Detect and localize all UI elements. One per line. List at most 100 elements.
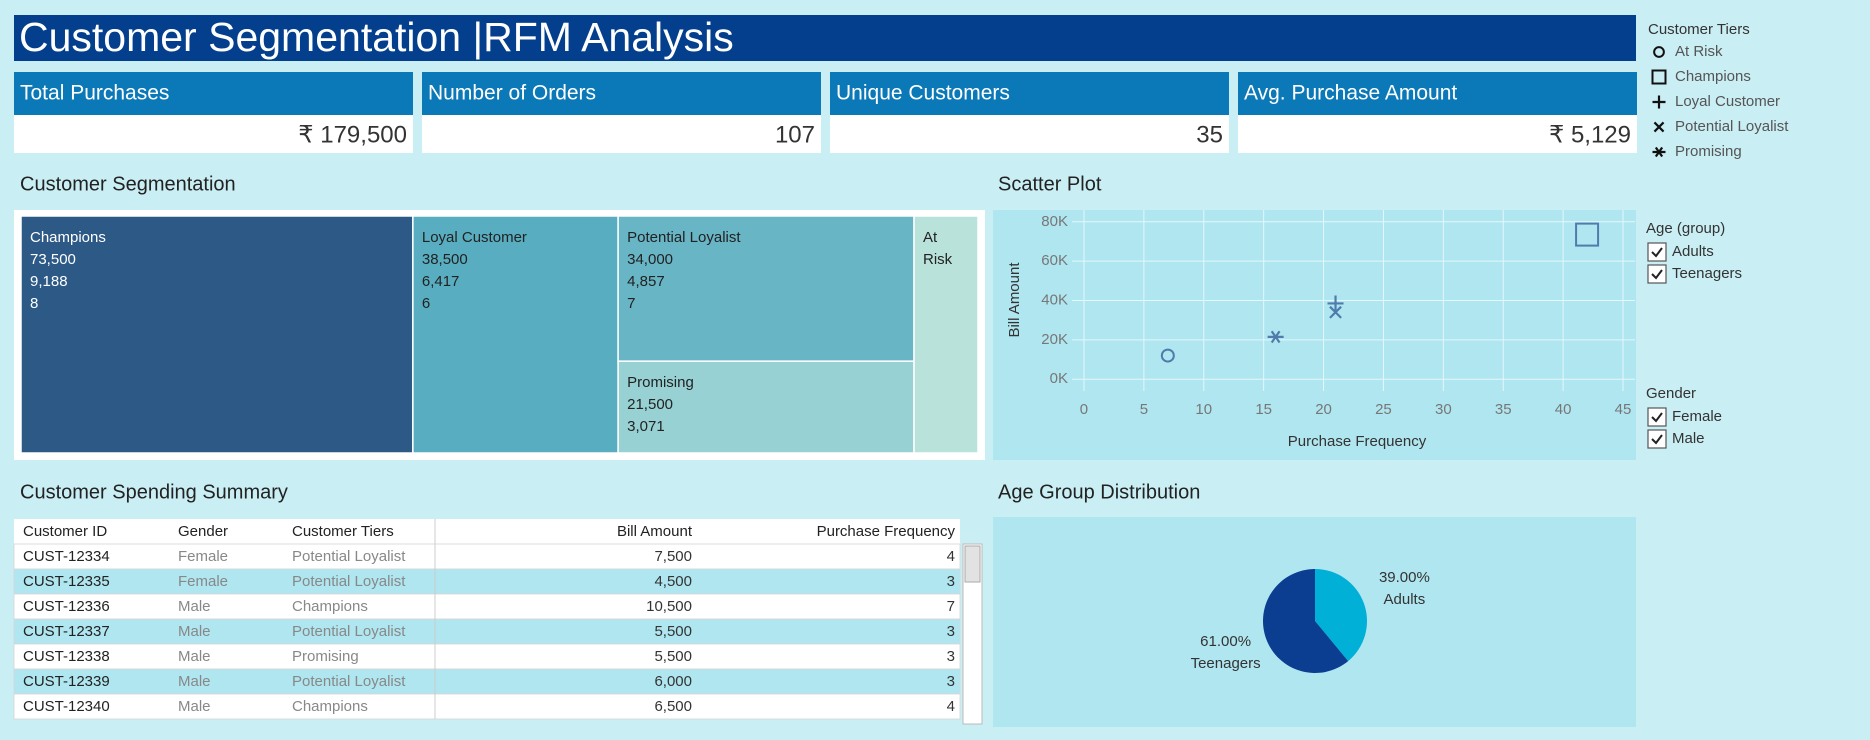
table-cell: 3	[947, 573, 955, 590]
table-cell: Champions	[292, 698, 368, 715]
dashboard-title: Customer Segmentation |RFM Analysis	[19, 14, 734, 60]
pie-slice	[1315, 569, 1367, 662]
x-tick-label: 10	[1195, 401, 1212, 418]
legend-symbol	[1652, 146, 1666, 158]
table-cell: 3	[947, 623, 955, 640]
kpi-title: Total Purchases	[20, 82, 169, 105]
table-header: Purchase Frequency	[817, 523, 956, 540]
table-cell: 5,500	[654, 648, 692, 665]
pie-value-label: 39.00%	[1379, 569, 1430, 586]
x-tick-label: 15	[1255, 401, 1272, 418]
tile-avg-labels: 4,857	[627, 273, 665, 290]
table-cell: Female	[178, 573, 228, 590]
tile-avg-labels: 9,188	[30, 273, 68, 290]
table-cell: Male	[178, 598, 211, 615]
table-cell: Male	[178, 648, 211, 665]
chart-title: Scatter Plot	[998, 173, 1102, 195]
kpi-box	[14, 115, 413, 153]
tile-label: Loyal Customer	[422, 229, 527, 246]
tile-value-labels: 21,500	[627, 396, 673, 413]
table-cell: 3	[947, 673, 955, 690]
table-cell: 3	[947, 648, 955, 665]
table-cell: CUST-12334	[23, 548, 110, 565]
table-cell: Potential Loyalist	[292, 548, 406, 565]
table-cell: 6,500	[654, 698, 692, 715]
checkmark	[1651, 247, 1663, 258]
x-tick-label: 35	[1495, 401, 1512, 418]
legend-label: Potential Loyalist	[1675, 118, 1789, 135]
scrollbar[interactable]	[962, 543, 983, 725]
filter-checkbox[interactable]	[1647, 429, 1667, 449]
x-tick-label: 20	[1315, 401, 1332, 418]
marker	[1160, 348, 1175, 363]
tile-label: Champions	[30, 229, 106, 246]
tile-count-labels: 7	[627, 295, 635, 312]
table-cell: CUST-12340	[23, 698, 110, 715]
filter-option[interactable]: Female	[1672, 408, 1722, 425]
kpi-value: ₹ 179,500	[298, 121, 407, 148]
table-cell: 6,000	[654, 673, 692, 690]
marker	[1327, 295, 1344, 312]
table-row	[13, 543, 961, 570]
table-title: Customer Spending Summary	[20, 481, 288, 503]
filter-option[interactable]: Male	[1672, 430, 1705, 447]
tile-value-labels: 73,500	[30, 251, 76, 268]
tile-count-labels: 8	[30, 295, 38, 312]
table-cell: CUST-12337	[23, 623, 110, 640]
table-header: Customer ID	[23, 523, 107, 540]
table-row	[13, 568, 961, 595]
kpi-box	[830, 115, 1229, 153]
legend-label: At Risk	[1675, 43, 1723, 60]
filter-checkbox[interactable]	[1647, 407, 1667, 427]
kpi-value: 107	[775, 121, 815, 148]
legend-label: Promising	[1675, 143, 1742, 160]
table-cell: CUST-12339	[23, 673, 110, 690]
filter-option[interactable]: Teenagers	[1672, 265, 1742, 282]
table-row	[13, 593, 961, 620]
filter-option[interactable]: Adults	[1672, 243, 1714, 260]
x-tick-label: 30	[1435, 401, 1452, 418]
table-cell: Male	[178, 623, 211, 640]
filter-checkbox[interactable]	[1647, 264, 1667, 284]
chart-title: Age Group Distribution	[998, 481, 1200, 503]
pie-category-label: Teenagers	[1191, 655, 1261, 672]
table-cell: 10,500	[646, 598, 692, 615]
legend-symbol	[1652, 95, 1666, 109]
kpi-box	[1238, 115, 1637, 153]
legend-title: Customer Tiers	[1648, 21, 1750, 38]
kpi-header	[422, 72, 821, 115]
table-cell: 7	[947, 598, 955, 615]
chart-title: Customer Segmentation	[20, 173, 236, 195]
marker	[1329, 305, 1342, 319]
table-cell: CUST-12338	[23, 648, 110, 665]
pie-value-label: 61.00%	[1200, 633, 1251, 650]
table-cell: Potential Loyalist	[292, 573, 406, 590]
legend-label: Champions	[1675, 68, 1751, 85]
y-tick-label: 40K	[1041, 291, 1068, 308]
treemap-tile	[913, 215, 979, 454]
x-axis-title: Purchase Frequency	[1288, 433, 1427, 450]
y-axis-title: Bill Amount	[1006, 262, 1023, 338]
tile-value-labels: 34,000	[627, 251, 673, 268]
table-cell: Male	[178, 698, 211, 715]
kpi-value: 35	[1196, 121, 1223, 148]
kpi-value: ₹ 5,129	[1549, 121, 1631, 148]
checkmark	[1651, 269, 1663, 280]
checkmark	[1651, 434, 1663, 445]
table-header-bg	[14, 519, 960, 544]
legend-symbol	[1653, 46, 1665, 58]
x-tick-label: 25	[1375, 401, 1392, 418]
filter-checkbox[interactable]	[1647, 242, 1667, 262]
marker	[1575, 222, 1600, 247]
table-cell: Female	[178, 548, 228, 565]
table-row	[13, 643, 961, 670]
kpi-title: Number of Orders	[428, 82, 596, 105]
y-tick-label: 20K	[1041, 331, 1068, 348]
kpi-header	[1238, 72, 1637, 115]
pie-category-label: Adults	[1384, 591, 1426, 608]
x-tick-label: 0	[1080, 401, 1088, 418]
treemap-tile	[20, 215, 414, 454]
scrollbar-thumb[interactable]	[964, 545, 981, 583]
